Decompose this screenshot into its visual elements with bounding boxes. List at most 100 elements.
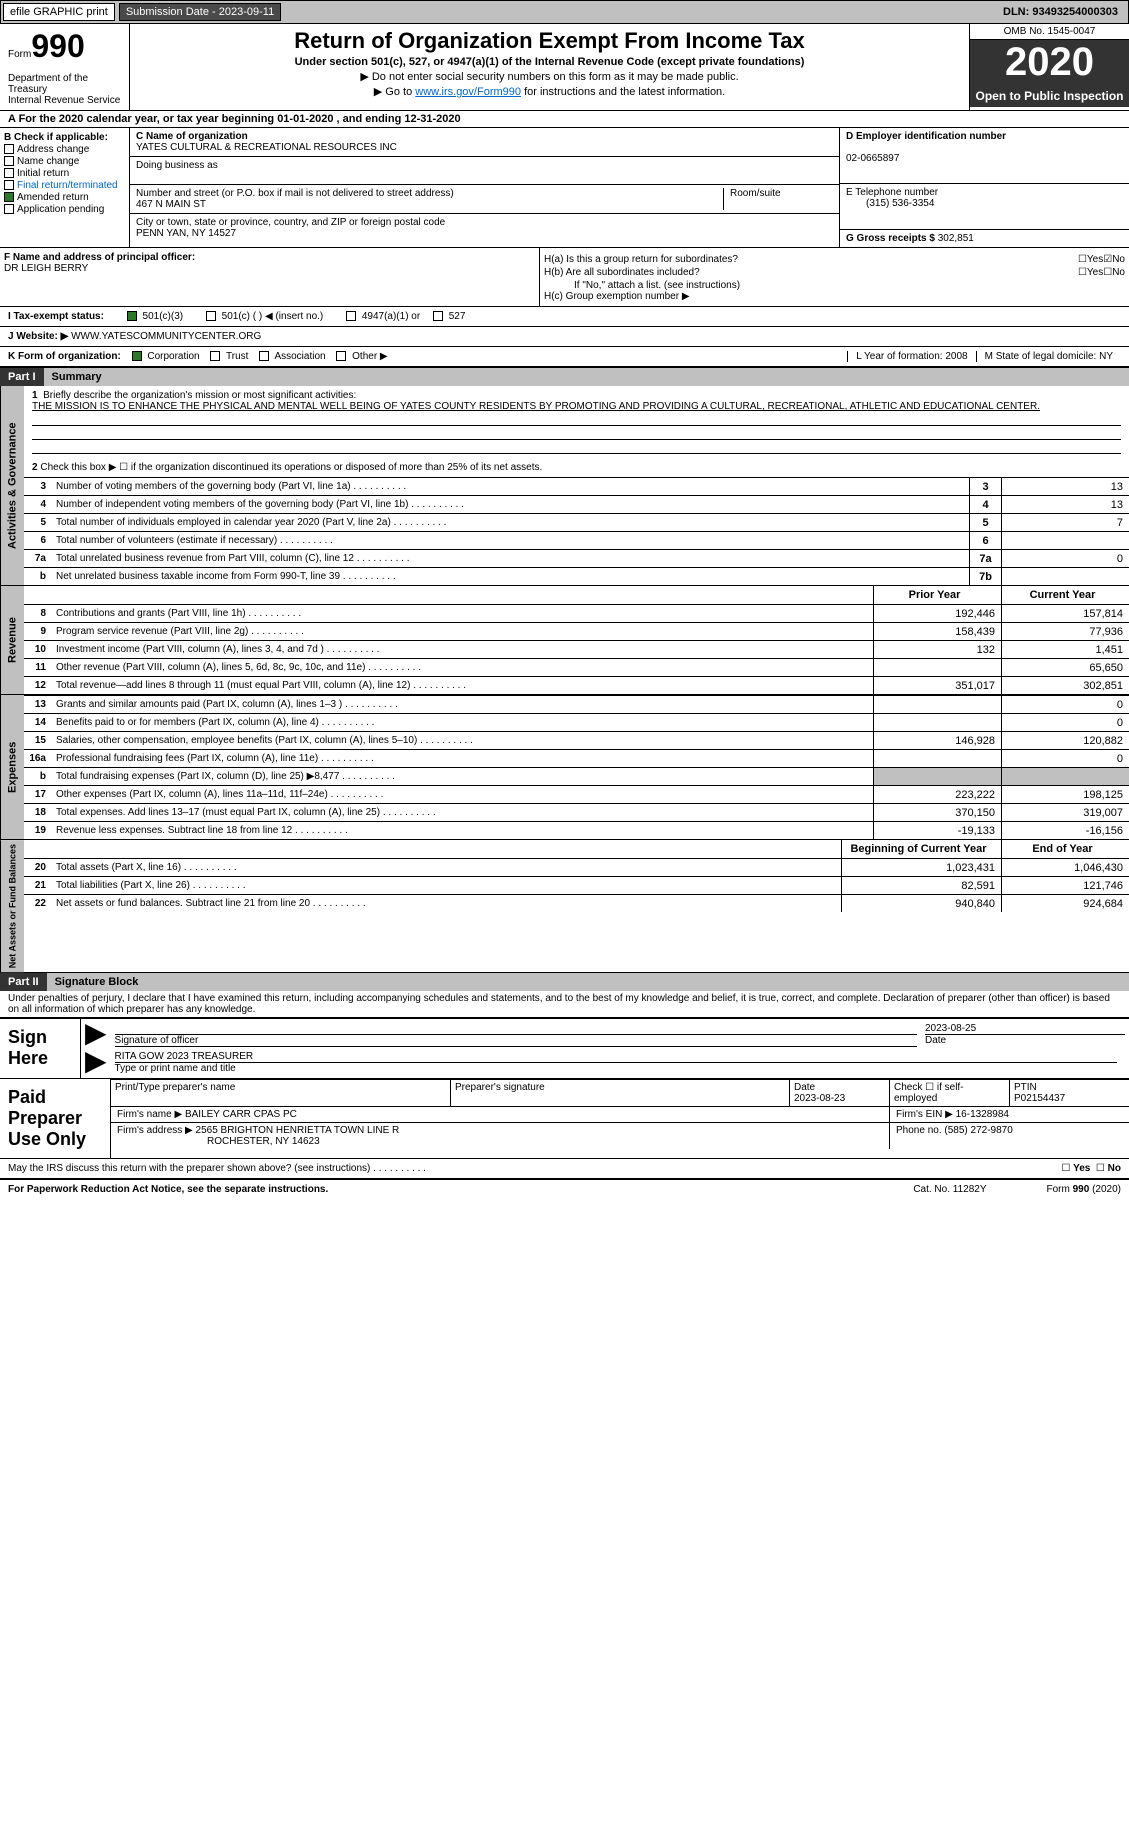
k-other[interactable]: Other ▶ bbox=[352, 351, 387, 362]
table-row: 15Salaries, other compensation, employee… bbox=[24, 731, 1129, 749]
opt-501c3[interactable]: 501(c)(3) bbox=[143, 311, 184, 322]
table-row: 7aTotal unrelated business revenue from … bbox=[24, 549, 1129, 567]
preparer-section: Paid Preparer Use Only Print/Type prepar… bbox=[0, 1078, 1129, 1158]
tax-status-row: I Tax-exempt status: 501(c)(3) 501(c) ( … bbox=[0, 307, 1129, 327]
q1-num: 1 bbox=[32, 390, 38, 401]
mission-block: 1 Briefly describe the organization's mi… bbox=[24, 386, 1129, 458]
table-row: 21Total liabilities (Part X, line 26)82,… bbox=[24, 876, 1129, 894]
inspection-badge: Open to Public Inspection bbox=[970, 85, 1129, 107]
ha-yes[interactable]: ☐Yes bbox=[1078, 254, 1103, 265]
efile-button[interactable]: efile GRAPHIC print bbox=[3, 3, 115, 21]
firm-addr2: ROCHESTER, NY 14623 bbox=[117, 1136, 320, 1147]
table-row: 18Total expenses. Add lines 13–17 (must … bbox=[24, 803, 1129, 821]
addr-label: Number and street (or P.O. box if mail i… bbox=[136, 188, 454, 199]
submission-date: Submission Date - 2023-09-11 bbox=[119, 3, 281, 21]
table-row: 6Total number of volunteers (estimate if… bbox=[24, 531, 1129, 549]
line-goto: ▶ Go to www.irs.gov/Form990 for instruct… bbox=[134, 85, 965, 98]
k-trust[interactable]: Trust bbox=[226, 351, 248, 362]
prep-sig-label: Preparer's signature bbox=[450, 1080, 789, 1107]
table-row: 8Contributions and grants (Part VIII, li… bbox=[24, 604, 1129, 622]
hb-yes[interactable]: ☐Yes bbox=[1078, 267, 1103, 278]
opt-4947[interactable]: 4947(a)(1) or bbox=[362, 311, 420, 322]
ptin: P02154437 bbox=[1014, 1093, 1065, 1104]
box-b: B Check if applicable: Address change Na… bbox=[0, 128, 130, 247]
dln: DLN: 93493254000303 bbox=[1003, 6, 1118, 18]
check-name[interactable]: Name change bbox=[17, 156, 79, 167]
website-url[interactable]: WWW.YATESCOMMUNITYCENTER.ORG bbox=[71, 331, 261, 342]
omb: OMB No. 1545-0047 bbox=[970, 24, 1129, 40]
table-row: 3Number of voting members of the governi… bbox=[24, 477, 1129, 495]
table-row: bTotal fundraising expenses (Part IX, co… bbox=[24, 767, 1129, 785]
city: PENN YAN, NY 14527 bbox=[136, 228, 236, 239]
tel: (315) 536-3354 bbox=[846, 198, 934, 209]
table-row: 11Other revenue (Part VIII, column (A), … bbox=[24, 658, 1129, 676]
irs-link[interactable]: www.irs.gov/Form990 bbox=[415, 86, 521, 98]
opt-527[interactable]: 527 bbox=[449, 311, 466, 322]
tax-year: 2020 bbox=[970, 40, 1129, 85]
firm-name: BAILEY CARR CPAS PC bbox=[185, 1109, 297, 1120]
footer-left: For Paperwork Reduction Act Notice, see … bbox=[8, 1184, 328, 1195]
mission-text: THE MISSION IS TO ENHANCE THE PHYSICAL A… bbox=[32, 401, 1040, 412]
officer-label: F Name and address of principal officer: bbox=[4, 252, 195, 263]
check-amended[interactable]: Amended return bbox=[17, 192, 89, 203]
discuss-no[interactable]: ☐ No bbox=[1096, 1163, 1121, 1174]
table-row: 9Program service revenue (Part VIII, lin… bbox=[24, 622, 1129, 640]
phone-label: Phone no. bbox=[896, 1125, 942, 1136]
gross-label: G Gross receipts $ bbox=[846, 233, 938, 244]
k-assoc[interactable]: Association bbox=[274, 351, 325, 362]
discuss-yes[interactable]: ☐ Yes bbox=[1061, 1163, 1090, 1174]
part1-title: Summary bbox=[44, 368, 1129, 386]
prep-selfemp[interactable]: Check ☐ if self-employed bbox=[889, 1080, 1009, 1107]
prep-name-label: Print/Type preparer's name bbox=[111, 1080, 450, 1107]
header-current: Current Year bbox=[1001, 586, 1129, 604]
signer-name-label: Type or print name and title bbox=[115, 1062, 1117, 1074]
firm-addr1: 2565 BRIGHTON HENRIETTA TOWN LINE R bbox=[196, 1125, 400, 1136]
q2-text: Check this box ▶ ☐ if the organization d… bbox=[40, 462, 542, 473]
side-expenses: Expenses bbox=[0, 695, 24, 839]
prep-label: Paid Preparer Use Only bbox=[0, 1079, 110, 1158]
discuss-text: May the IRS discuss this return with the… bbox=[8, 1163, 1061, 1174]
hc-label: H(c) Group exemption number ▶ bbox=[544, 291, 1125, 302]
check-initial[interactable]: Initial return bbox=[17, 168, 69, 179]
footer-mid: Cat. No. 11282Y bbox=[913, 1184, 986, 1195]
ein-label: D Employer identification number bbox=[846, 131, 1006, 142]
form-number: 990 bbox=[31, 28, 84, 64]
check-addr[interactable]: Address change bbox=[17, 144, 89, 155]
table-row: bNet unrelated business taxable income f… bbox=[24, 567, 1129, 585]
officer-name: DR LEIGH BERRY bbox=[4, 263, 88, 274]
name-label: C Name of organization bbox=[136, 131, 248, 142]
footer-right: Form 990 (2020) bbox=[1047, 1184, 1121, 1195]
check-pending[interactable]: Application pending bbox=[17, 204, 104, 215]
ptin-label: PTIN bbox=[1014, 1082, 1037, 1093]
tax-label: I Tax-exempt status: bbox=[8, 311, 104, 322]
table-row: 20Total assets (Part X, line 16)1,023,43… bbox=[24, 858, 1129, 876]
room-label: Room/suite bbox=[723, 188, 833, 210]
k-corp[interactable]: Corporation bbox=[147, 351, 199, 362]
footer: For Paperwork Reduction Act Notice, see … bbox=[0, 1178, 1129, 1199]
topbar: efile GRAPHIC print Submission Date - 20… bbox=[0, 0, 1129, 24]
ha-label: H(a) Is this a group return for subordin… bbox=[544, 254, 1078, 265]
section-fh: F Name and address of principal officer:… bbox=[0, 248, 1129, 307]
table-row: 14Benefits paid to or for members (Part … bbox=[24, 713, 1129, 731]
hb-no[interactable]: ☐No bbox=[1103, 267, 1125, 278]
opt-501c[interactable]: 501(c) ( ) ◀ (insert no.) bbox=[222, 311, 324, 322]
website-label: J Website: ▶ bbox=[8, 331, 71, 342]
part2-num: Part II bbox=[0, 973, 47, 991]
dba-label: Doing business as bbox=[136, 160, 218, 171]
arrow-icon: ▶ bbox=[85, 1051, 107, 1074]
addr: 467 N MAIN ST bbox=[136, 199, 206, 210]
table-row: 12Total revenue—add lines 8 through 11 (… bbox=[24, 676, 1129, 694]
ha-no[interactable]: ☑No bbox=[1103, 254, 1125, 265]
prep-date-label: Date bbox=[794, 1082, 815, 1093]
header-prior: Prior Year bbox=[873, 586, 1001, 604]
table-row: 22Net assets or fund balances. Subtract … bbox=[24, 894, 1129, 912]
hb-note: If "No," attach a list. (see instruction… bbox=[544, 280, 1125, 291]
check-final[interactable]: Final return/terminated bbox=[17, 180, 118, 191]
firm-ein-label: Firm's EIN ▶ bbox=[896, 1109, 953, 1120]
side-net: Net Assets or Fund Balances bbox=[0, 840, 24, 972]
box-f: F Name and address of principal officer:… bbox=[0, 248, 540, 306]
q2-block: 2 Check this box ▶ ☐ if the organization… bbox=[24, 458, 1129, 477]
line-ssn: ▶ Do not enter social security numbers o… bbox=[134, 70, 965, 83]
subtitle: Under section 501(c), 527, or 4947(a)(1)… bbox=[134, 56, 965, 68]
discuss-row: May the IRS discuss this return with the… bbox=[0, 1158, 1129, 1178]
